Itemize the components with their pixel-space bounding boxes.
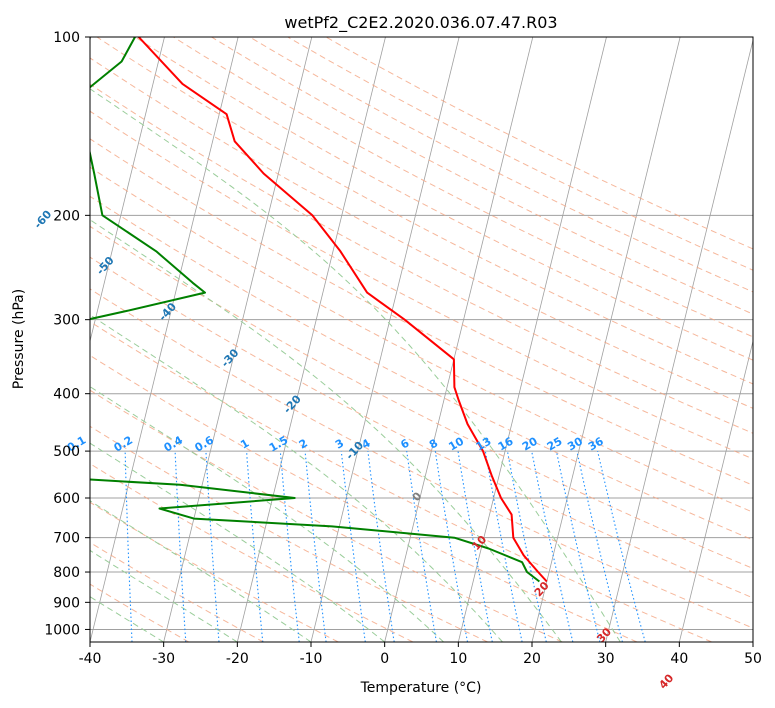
isotherm-line (384, 37, 534, 642)
mixing-ratio-line (174, 451, 187, 642)
dry-adiabat-line (90, 583, 190, 642)
isotherm-label: -20 (281, 392, 304, 416)
mixing-ratio-label: 3 (333, 437, 346, 452)
moist-adiabat-line (90, 386, 444, 642)
dry-adiabat-line (90, 57, 753, 409)
mixing-ratio-line (304, 451, 327, 642)
plot-frame (89, 36, 754, 643)
temperature-line (137, 37, 548, 583)
moist-adiabat-line (90, 442, 386, 642)
x-tick-label: -20 (226, 651, 249, 667)
x-tick-label: 50 (744, 651, 762, 667)
mixing-ratio-line (555, 450, 601, 642)
mixing-ratio-line (457, 451, 493, 642)
y-tick-label: 400 (53, 387, 80, 403)
mixing-ratio-line (484, 450, 523, 642)
y-tick-label: 600 (53, 491, 80, 507)
dry-adiabat-line (90, 110, 753, 460)
x-tick-label: -10 (300, 651, 323, 667)
x-tick-label: 10 (449, 651, 467, 667)
moist-adiabat-line (90, 314, 503, 642)
isotherm-label: 40 (657, 671, 677, 691)
dry-adiabat-line (90, 425, 488, 642)
x-tick-label: -40 (79, 651, 102, 667)
dry-adiabat-line (90, 195, 753, 541)
y-tick-label: 700 (53, 531, 80, 547)
x-tick-label: 0 (380, 651, 389, 667)
dry-adiabat-line (90, 83, 753, 434)
isotherm-line (752, 640, 753, 642)
dewpoint-line (90, 37, 541, 583)
y-tick-label: 1000 (44, 622, 80, 638)
y-tick-label: 300 (53, 313, 80, 329)
mixing-ratio-line (576, 450, 623, 642)
chart-title: wetPf2_C2E2.2020.036.07.47.R03 (284, 13, 557, 33)
moist-adiabat-line (90, 88, 621, 642)
x-tick-label: -30 (152, 651, 175, 667)
mixing-ratio-label: 1 (238, 437, 251, 452)
isotherm-line (457, 37, 607, 642)
dry-adiabat-line (90, 541, 264, 642)
isotherm-line (163, 37, 313, 642)
x-tick-label: 20 (523, 651, 541, 667)
y-tick-label: 200 (53, 208, 80, 224)
mixing-ratio-line (406, 451, 437, 642)
isotherm-line (236, 37, 386, 642)
dry-adiabat-line (90, 288, 753, 629)
dry-adiabat-line (249, 37, 753, 293)
dry-adiabat-line (90, 354, 638, 642)
dry-adiabat-line (134, 37, 753, 361)
isotherm-line (90, 37, 239, 642)
background-lines (90, 37, 753, 642)
dry-adiabat-line (90, 256, 753, 599)
x-tick-label: 40 (670, 651, 688, 667)
mixing-ratio-line (340, 451, 366, 642)
dry-adiabat-line (96, 37, 753, 385)
dry-adiabat-line (90, 501, 339, 642)
mixing-ratio-line (367, 451, 395, 642)
isotherm-label: 0 (410, 489, 425, 504)
moist-adiabat-line (90, 549, 238, 642)
y-tick-label: 500 (53, 444, 80, 460)
isotherm-line (678, 339, 753, 642)
dry-adiabat-line (325, 37, 753, 250)
y-tick-label: 100 (53, 30, 80, 46)
dry-adiabat-line (90, 225, 753, 570)
dry-adiabat-line (90, 463, 414, 642)
y-axis-ticks: 100 200 300 400 500 600 700 800 900 1000 (44, 30, 90, 638)
mixing-ratio-line (434, 451, 469, 642)
moist-adiabat-line (90, 500, 312, 642)
dry-adiabat-line (173, 37, 753, 338)
mixing-ratio-label: 2 (297, 437, 310, 452)
mixing-ratio-line (531, 450, 574, 642)
dry-adiabat-line (90, 138, 753, 486)
y-tick-label: 900 (53, 595, 80, 611)
x-axis-ticks: -40 -30 -20 -10 0 10 20 30 40 50 (79, 642, 762, 667)
mixing-ratio-label: 6 (398, 436, 411, 451)
dry-adiabat-line (90, 166, 753, 513)
isotherm-line (531, 37, 681, 642)
dry-adiabat-line (90, 321, 712, 642)
y-axis-label: Pressure (hPa) (11, 289, 27, 389)
dry-adiabat-line (211, 37, 753, 315)
isotherm-label: -50 (94, 254, 117, 278)
dry-adiabat-line (90, 389, 563, 642)
isotherm-label: -60 (31, 208, 54, 232)
moist-adiabat-line (90, 219, 562, 642)
mixing-ratio-line (205, 451, 220, 642)
profile-lines (90, 37, 548, 583)
dry-adiabat-line (287, 37, 753, 271)
mixing-ratio-line (124, 451, 133, 642)
y-tick-label: 800 (53, 565, 80, 581)
isotherm-label: -30 (219, 346, 242, 370)
isotherm-line (605, 38, 753, 642)
mixing-ratio-line (597, 450, 646, 642)
x-axis-label: Temperature (°C) (360, 680, 482, 696)
mixing-ratio-line (506, 451, 547, 642)
x-tick-label: 30 (597, 651, 615, 667)
